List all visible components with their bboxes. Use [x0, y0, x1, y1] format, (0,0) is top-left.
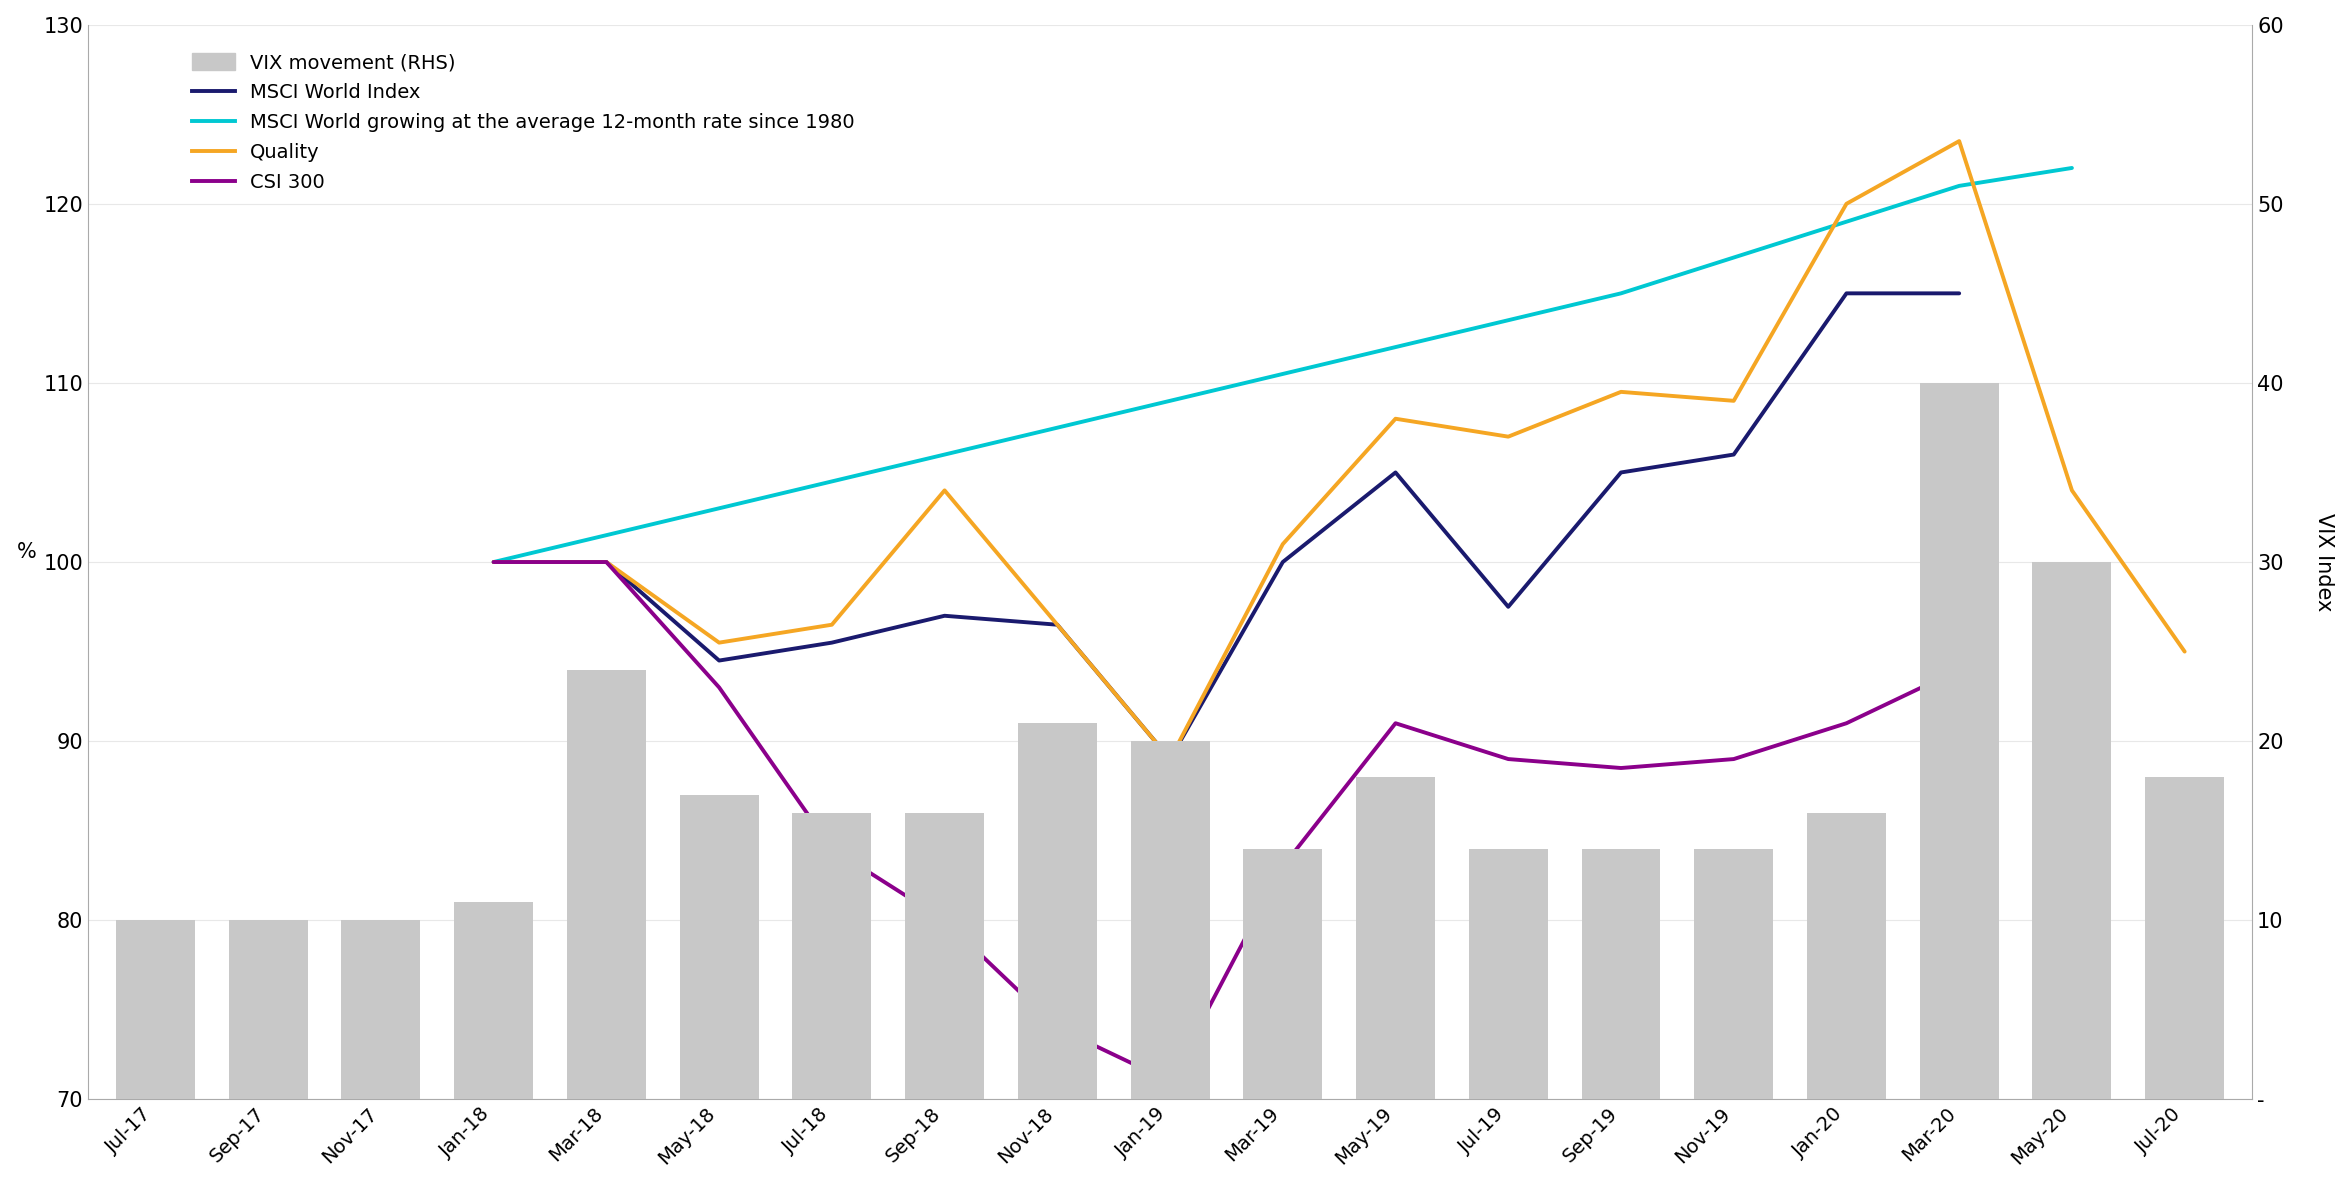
- Bar: [1357, 777, 1434, 1100]
- Bar: [1695, 848, 1773, 1100]
- Bar: [792, 813, 872, 1100]
- Bar: [1131, 741, 1208, 1100]
- Bar: [2144, 777, 2224, 1100]
- Bar: [341, 921, 421, 1100]
- Bar: [1582, 848, 1660, 1100]
- Y-axis label: %: %: [16, 542, 35, 562]
- Bar: [115, 921, 195, 1100]
- Bar: [228, 921, 308, 1100]
- Bar: [905, 813, 985, 1100]
- Bar: [679, 795, 759, 1100]
- Bar: [1018, 723, 1098, 1100]
- Bar: [1808, 813, 1886, 1100]
- Legend: VIX movement (RHS), MSCI World Index, MSCI World growing at the average 12-month: VIX movement (RHS), MSCI World Index, MS…: [183, 45, 863, 200]
- Bar: [567, 670, 647, 1100]
- Bar: [1921, 383, 1998, 1100]
- Bar: [1469, 848, 1547, 1100]
- Bar: [2034, 562, 2111, 1100]
- Bar: [454, 902, 534, 1100]
- Bar: [1244, 848, 1321, 1100]
- Y-axis label: VIX Index: VIX Index: [2313, 513, 2335, 611]
